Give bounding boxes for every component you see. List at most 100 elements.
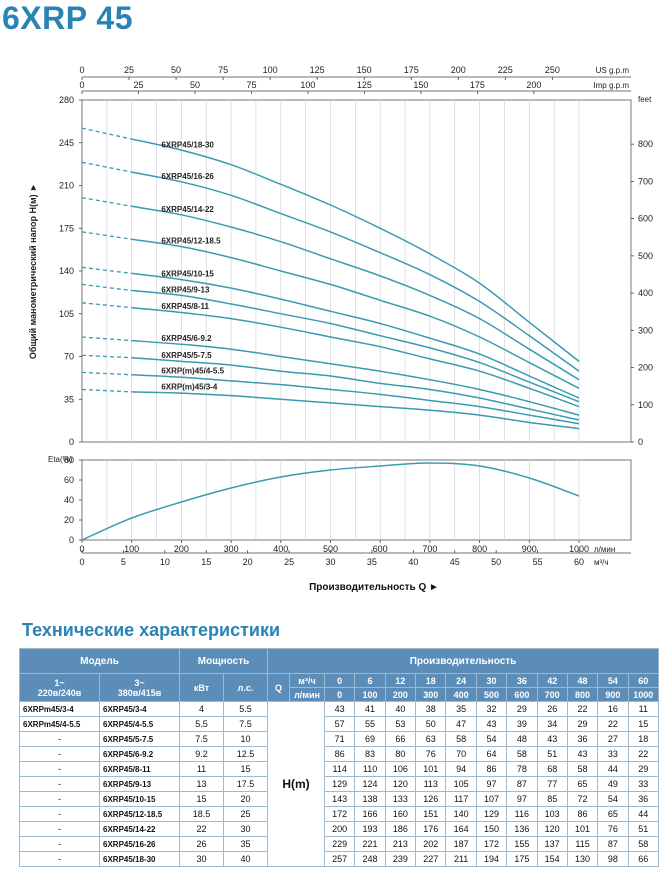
head-value: 133 <box>384 791 417 807</box>
table-row: 6XRPm45/3-4 6XRP45/3-4 4 5.5 H(m) 43 41 40 38 35 3… <box>19 701 660 867</box>
head-value: 33 <box>597 746 629 762</box>
head-value: 29 <box>627 761 660 777</box>
head-value: 53 <box>384 716 417 732</box>
lmin-axis-label: л/мин <box>594 545 615 554</box>
head-value: 39 <box>506 716 538 732</box>
three-phase-model: 6XRP45/4-5.5 <box>99 716 180 732</box>
head-curve <box>131 272 580 399</box>
us-gpm-tick-label: 150 <box>357 65 372 75</box>
power-kw: 30 <box>179 851 224 867</box>
head-value: 43 <box>536 731 568 747</box>
eta-curve <box>81 462 580 541</box>
lmin-tick-label: 200 <box>174 544 189 554</box>
lmin-tick-label: 1000 <box>569 544 589 554</box>
head-value: 97 <box>506 791 538 807</box>
m3h-tick-label: 35 <box>367 557 377 567</box>
curve-label: 6XRP(m)45/3-4 <box>161 382 218 391</box>
imp-gpm-tick-label: 0 <box>79 80 84 90</box>
header-q-m3h: 6 <box>354 673 386 688</box>
head-value: 58 <box>506 746 538 762</box>
head-value: 22 <box>566 701 599 717</box>
power-hp: 7.5 <box>223 716 268 732</box>
head-value: 202 <box>415 836 447 852</box>
lmin-tick-label: 600 <box>373 544 388 554</box>
table-row: -6XRP45/16-26 26 35 229 221 213 202 187 172 155 13… <box>19 836 660 852</box>
feet-axis-label: feet <box>638 95 652 104</box>
head-value: 194 <box>475 851 508 867</box>
power-hp: 5.5 <box>223 701 268 717</box>
head-value: 166 <box>354 806 386 822</box>
curve-label: 6XRP45/16-26 <box>161 172 214 181</box>
head-value: 58 <box>445 731 477 747</box>
head-value: 54 <box>475 731 508 747</box>
head-value: 18 <box>627 731 660 747</box>
single-phase-model: - <box>19 806 100 822</box>
head-value: 105 <box>445 776 477 792</box>
head-y-tick-label: 175 <box>59 223 74 233</box>
head-value: 172 <box>323 806 356 822</box>
m3h-tick-label: 45 <box>450 557 460 567</box>
power-hp: 25 <box>223 806 268 822</box>
head-value: 155 <box>506 836 538 852</box>
table-row: -6XRP45/6-9.2 9.2 12.5 86 83 80 76 70 64 58 51 43 33… <box>19 746 660 762</box>
head-value: 87 <box>506 776 538 792</box>
head-value: 44 <box>597 761 629 777</box>
power-kw: 26 <box>179 836 224 852</box>
head-value: 43 <box>475 716 508 732</box>
head-value: 68 <box>536 761 568 777</box>
head-value: 239 <box>384 851 417 867</box>
header-q-lmin: 100 <box>354 687 386 702</box>
header-q-lmin: 300 <box>415 687 447 702</box>
head-value: 64 <box>475 746 508 762</box>
head-value: 187 <box>445 836 477 852</box>
power-hp: 17.5 <box>223 776 268 792</box>
head-curve-dashed <box>81 197 132 207</box>
table-header-row: Модель Мощность Производительность <box>19 648 659 674</box>
head-value: 54 <box>597 791 629 807</box>
table-row: -6XRP45/12-18.5 18.5 25 172 166 160 151 140 129 1… <box>19 806 660 822</box>
lmin-tick-label: 900 <box>522 544 537 554</box>
head-value: 29 <box>566 716 599 732</box>
imp-gpm-tick-label: 100 <box>300 80 315 90</box>
eta-y-tick-label: 20 <box>64 515 74 525</box>
head-value: 257 <box>323 851 356 867</box>
head-value: 86 <box>566 806 599 822</box>
header-q-m3h: 42 <box>536 673 568 688</box>
lmin-tick-label: 300 <box>224 544 239 554</box>
head-curve <box>131 339 580 416</box>
m3h-tick-label: 30 <box>325 557 335 567</box>
head-value: 116 <box>506 806 538 822</box>
header-q-m3h: 60 <box>627 673 660 688</box>
header-q-lmin: 1000 <box>627 687 660 702</box>
head-value: 120 <box>536 821 568 837</box>
feet-y-tick-label: 300 <box>638 325 653 335</box>
header-hp: л.с. <box>223 673 268 702</box>
head-value: 248 <box>354 851 386 867</box>
head-value: 36 <box>627 791 660 807</box>
power-kw: 5.5 <box>179 716 224 732</box>
eta-y-tick-label: 0 <box>69 535 74 545</box>
head-value: 98 <box>597 851 629 867</box>
curve-label: 6XRP45/18-30 <box>161 141 214 150</box>
x-axis-title: Производительность Q ► <box>309 582 439 593</box>
head-value: 32 <box>475 701 508 717</box>
header-three-phase: 3~ 380в/415в <box>99 673 180 702</box>
header-single-phase: 1~ 220в/240в <box>19 673 100 702</box>
head-value: 186 <box>384 821 417 837</box>
head-value: 124 <box>354 776 386 792</box>
header-q-lmin: 800 <box>566 687 599 702</box>
head-value: 87 <box>597 836 629 852</box>
three-phase-model: 6XRP45/12-18.5 <box>99 806 180 822</box>
m3h-tick-label: 55 <box>533 557 543 567</box>
head-value: 221 <box>354 836 386 852</box>
head-curve-dashed <box>81 266 132 275</box>
header-q-lmin: 600 <box>506 687 538 702</box>
table-header-row: л/мин 0 100 200 300 400 500 600 700 800 900 1000 <box>20 687 660 702</box>
power-kw: 7.5 <box>179 731 224 747</box>
head-curve-dashed <box>81 302 132 309</box>
head-y-tick-label: 105 <box>59 309 74 319</box>
head-value: 27 <box>597 731 629 747</box>
header-q-m3h: 12 <box>384 673 417 688</box>
feet-y-tick-label: 800 <box>638 139 653 149</box>
